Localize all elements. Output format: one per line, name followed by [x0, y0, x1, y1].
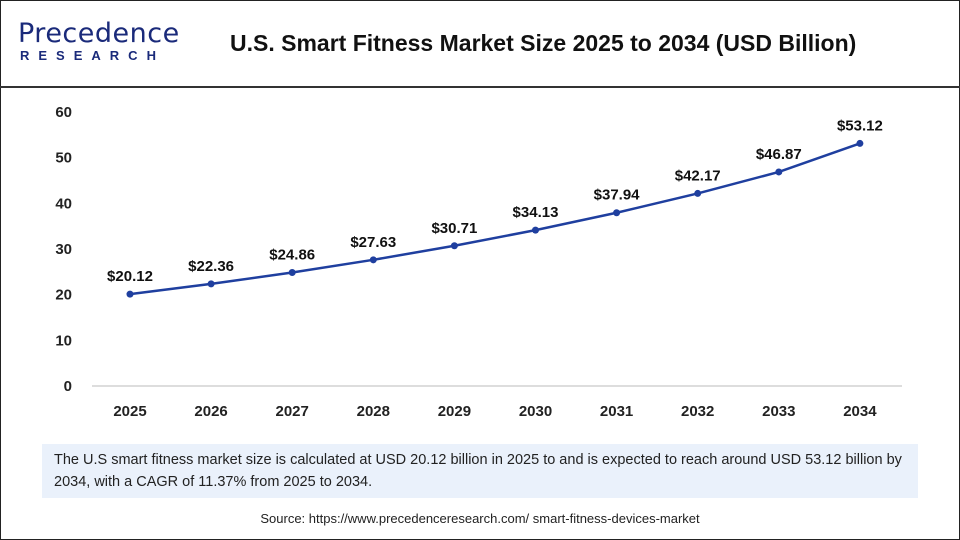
x-tick-label: 2026: [194, 403, 227, 420]
x-tick-label: 2030: [519, 403, 552, 420]
y-tick-label: 30: [55, 241, 72, 258]
logo-subtext: RESEARCH: [20, 48, 165, 63]
description: The U.S smart fitness market size is cal…: [42, 444, 918, 498]
chart-title: U.S. Smart Fitness Market Size 2025 to 2…: [230, 30, 857, 56]
data-point: [450, 242, 458, 250]
source-text: Source: https://www.precedenceresearch.c…: [260, 511, 700, 526]
y-tick-label: 50: [55, 150, 72, 167]
data-point: [775, 168, 783, 176]
logo: Precedence RESEARCH: [18, 18, 180, 64]
x-tick-label: 2031: [600, 403, 633, 420]
data-label: $34.13: [513, 204, 559, 221]
data-point: [613, 209, 621, 217]
x-tick-label: 2028: [357, 403, 390, 420]
y-tick-label: 40: [55, 195, 72, 212]
data-point: [369, 256, 377, 264]
data-point: [207, 280, 215, 288]
data-label: $27.63: [350, 234, 396, 251]
data-label: $24.86: [269, 246, 315, 263]
y-tick-label: 10: [55, 332, 72, 349]
data-label: $30.71: [431, 220, 477, 237]
y-tick-label: 20: [55, 287, 72, 304]
y-tick-label: 0: [64, 378, 72, 395]
data-point: [856, 139, 864, 147]
data-point: [288, 268, 296, 276]
x-tick-label: 2029: [438, 403, 471, 420]
data-point: [694, 189, 702, 197]
data-point: [532, 226, 539, 234]
data-label: $53.12: [837, 117, 883, 134]
y-tick-label: 60: [55, 104, 72, 121]
x-tick-label: 2025: [113, 403, 146, 420]
x-tick-label: 2033: [762, 403, 795, 420]
data-label: $42.17: [675, 167, 721, 184]
series-line: [129, 142, 861, 296]
x-tick-label: 2027: [276, 403, 309, 420]
data-label: $20.12: [107, 268, 153, 285]
data-label: $46.87: [756, 146, 802, 163]
x-tick-label: 2034: [843, 403, 877, 420]
data-label: $22.36: [188, 258, 234, 275]
data-point: [126, 290, 134, 298]
x-tick-label: 2032: [681, 403, 714, 420]
logo-text: Precedence: [18, 18, 180, 49]
header: Precedence RESEARCH U.S. Smart Fitness M…: [0, 0, 960, 88]
data-label: $37.94: [594, 187, 641, 204]
